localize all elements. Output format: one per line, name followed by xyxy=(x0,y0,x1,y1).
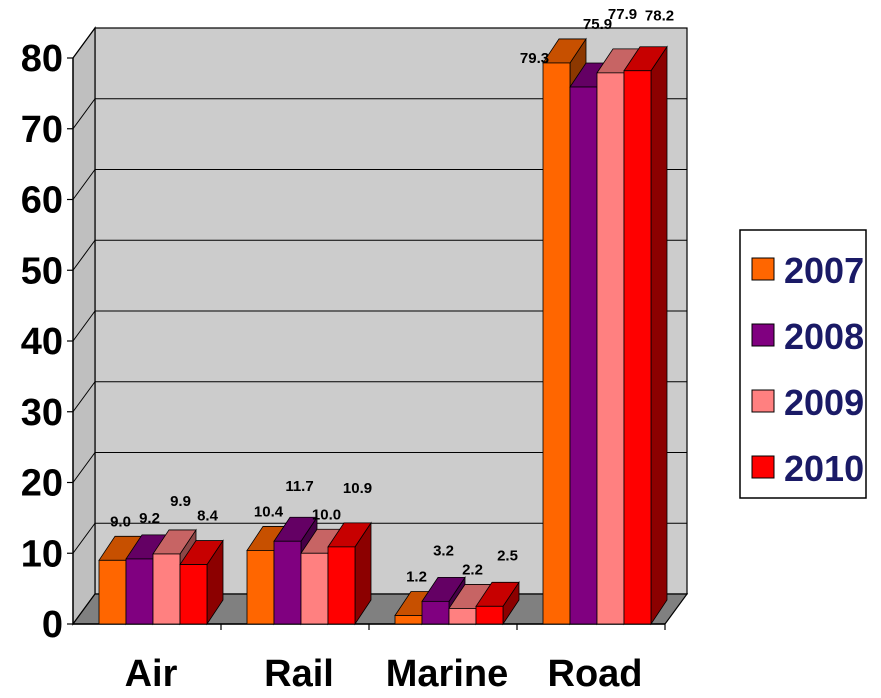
data-label: 10.0 xyxy=(312,506,341,523)
bar-rail-2010 xyxy=(327,521,372,626)
gridline-side xyxy=(72,27,96,59)
data-label: 8.4 xyxy=(197,508,219,525)
data-label: 9.2 xyxy=(139,510,160,527)
y-tick-label: 80 xyxy=(21,38,63,80)
legend-item-2010: 2010 xyxy=(751,448,864,489)
x-axis-ticks: Air Rail Marine Road xyxy=(125,653,643,695)
x-tick-label: Rail xyxy=(264,653,334,695)
x-tick-label: Marine xyxy=(386,653,508,695)
legend-swatch xyxy=(751,455,775,479)
y-tick-label: 30 xyxy=(21,392,63,434)
data-label: 2.5 xyxy=(497,547,518,564)
y-axis-ticks: 0 10 20 30 40 50 60 70 80 xyxy=(21,38,63,646)
legend-swatch xyxy=(751,323,775,347)
y-tick-label: 0 xyxy=(42,604,63,646)
data-label: 1.2 xyxy=(406,569,427,586)
legend-label: 2009 xyxy=(784,382,864,423)
y-tick-label: 50 xyxy=(21,250,63,292)
x-tick-label: Road xyxy=(548,653,643,695)
y-tick-label: 40 xyxy=(21,321,63,363)
legend-label: 2007 xyxy=(784,250,864,291)
data-label: 77.9 xyxy=(608,6,637,23)
legend-label: 2008 xyxy=(784,316,864,357)
gridline-side xyxy=(72,381,96,413)
data-labels: 9.0 9.2 9.9 8.4 10.411.7 10.010.9 1.2 3.2 2.2 2.5… xyxy=(110,6,674,586)
data-label: 2.2 xyxy=(462,561,483,578)
gridline-side xyxy=(72,98,96,130)
data-label: 9.0 xyxy=(110,513,131,530)
data-label: 10.9 xyxy=(343,480,372,497)
legend-item-2009: 2009 xyxy=(751,382,864,423)
y-tick-label: 70 xyxy=(21,109,63,151)
y-tick-label: 10 xyxy=(21,533,63,575)
x-tick-label: Air xyxy=(125,653,178,695)
data-label: 75.9 xyxy=(583,16,612,33)
legend-swatch xyxy=(751,257,775,281)
bar-road-2010 xyxy=(623,45,668,626)
gridline-side xyxy=(72,452,96,483)
legend-item-2007: 2007 xyxy=(751,250,864,291)
gridline-side xyxy=(72,522,96,554)
data-label: 79.3 xyxy=(520,50,549,67)
bars xyxy=(98,37,668,626)
data-label: 9.9 xyxy=(170,493,191,510)
data-label: 10.4 xyxy=(254,503,284,520)
legend-swatch xyxy=(751,389,775,413)
y-tick-label: 20 xyxy=(21,463,63,505)
legend: 2007 2008 2009 2010 xyxy=(739,229,867,499)
data-label: 78.2 xyxy=(645,8,674,25)
gridline-side xyxy=(72,310,96,342)
bar-air-2010 xyxy=(179,539,224,626)
legend-label: 2010 xyxy=(784,448,864,489)
data-label: 3.2 xyxy=(433,542,454,559)
data-label: 11.7 xyxy=(285,478,313,495)
gridline-side xyxy=(72,169,96,200)
bar-marine-2010 xyxy=(475,580,520,626)
gridline-side xyxy=(72,239,96,271)
legend-item-2008: 2008 xyxy=(751,316,864,357)
y-tick-label: 60 xyxy=(21,180,63,222)
